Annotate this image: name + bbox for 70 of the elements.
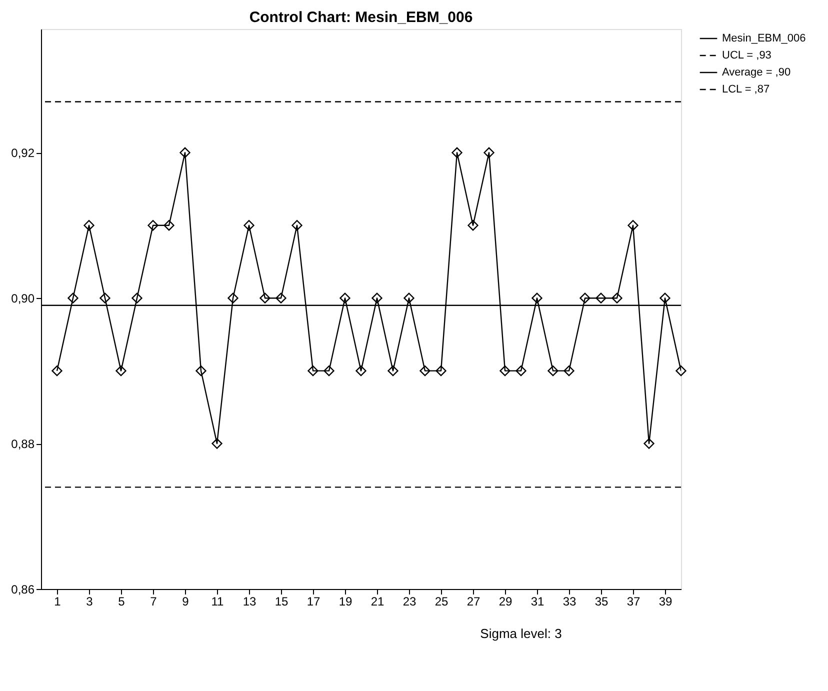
- legend-label: Average = ,90: [722, 66, 791, 78]
- point: [580, 292, 590, 304]
- point: [84, 220, 94, 231]
- point: [228, 292, 238, 304]
- x-tick-label: 3: [86, 594, 94, 608]
- point: [308, 365, 318, 376]
- point: [180, 147, 190, 158]
- point: [660, 292, 670, 304]
- point: [116, 365, 126, 376]
- x-tick-label: 1: [54, 594, 62, 608]
- point: [612, 292, 622, 304]
- x-tick-label: 19: [338, 594, 352, 608]
- point: [628, 220, 638, 231]
- x-tick-label: 11: [211, 594, 224, 608]
- x-tick-label: 27: [466, 594, 480, 608]
- x-tick-label: 23: [402, 594, 416, 608]
- text: Sigma level: 3: [480, 626, 562, 641]
- y-tick-label: 0,86: [11, 582, 35, 596]
- point: [68, 292, 78, 304]
- point: [564, 365, 574, 376]
- chart-title: Control Chart: Mesin_EBM_006: [249, 9, 473, 26]
- point: [596, 292, 606, 304]
- point: [532, 292, 542, 304]
- point: [500, 365, 510, 376]
- x-tick-label: 39: [658, 594, 672, 608]
- point: [148, 220, 158, 231]
- point: [244, 220, 254, 231]
- point: [516, 365, 526, 376]
- point: [420, 365, 430, 376]
- x-tick-label: 33: [562, 594, 576, 608]
- legend-label: LCL = ,87: [722, 84, 770, 96]
- point: [260, 292, 270, 304]
- point: [372, 292, 382, 304]
- point: [324, 365, 334, 376]
- point: [484, 147, 494, 158]
- point: [404, 292, 414, 304]
- point: [644, 438, 654, 449]
- point: [452, 147, 462, 158]
- point: [468, 220, 478, 231]
- point: [548, 365, 558, 376]
- point: [132, 292, 142, 304]
- x-tick-label: 25: [434, 594, 448, 608]
- x-tick-label: 5: [118, 594, 126, 608]
- point: [676, 365, 686, 376]
- point: [356, 365, 366, 376]
- point: [196, 365, 206, 376]
- point: [292, 220, 302, 231]
- x-tick-label: 15: [274, 594, 288, 608]
- x-tick-label: 17: [306, 594, 320, 608]
- x-tick-label: 21: [370, 594, 384, 608]
- point: [388, 365, 398, 376]
- y-tick-label: 0,92: [11, 146, 35, 160]
- x-tick-label: 37: [626, 594, 640, 608]
- x-tick-label: 31: [530, 594, 544, 608]
- point: [276, 292, 286, 304]
- point: [436, 365, 446, 376]
- x-tick-label: 13: [242, 594, 256, 608]
- y-tick-label: 0,90: [11, 292, 35, 306]
- point: [100, 292, 110, 304]
- y-tick-label: 0,88: [11, 437, 35, 452]
- point: [212, 438, 222, 449]
- legend-label: Mesin_EBM_006: [722, 32, 806, 44]
- x-tick-label: 9: [182, 594, 190, 608]
- x-tick-label: 29: [498, 594, 512, 608]
- x-tick-label: 35: [594, 594, 608, 608]
- point: [52, 365, 62, 376]
- point: [164, 220, 174, 231]
- x-tick-label: 7: [150, 594, 158, 608]
- point: [340, 292, 350, 304]
- legend-label: UCL = ,93: [722, 50, 772, 62]
